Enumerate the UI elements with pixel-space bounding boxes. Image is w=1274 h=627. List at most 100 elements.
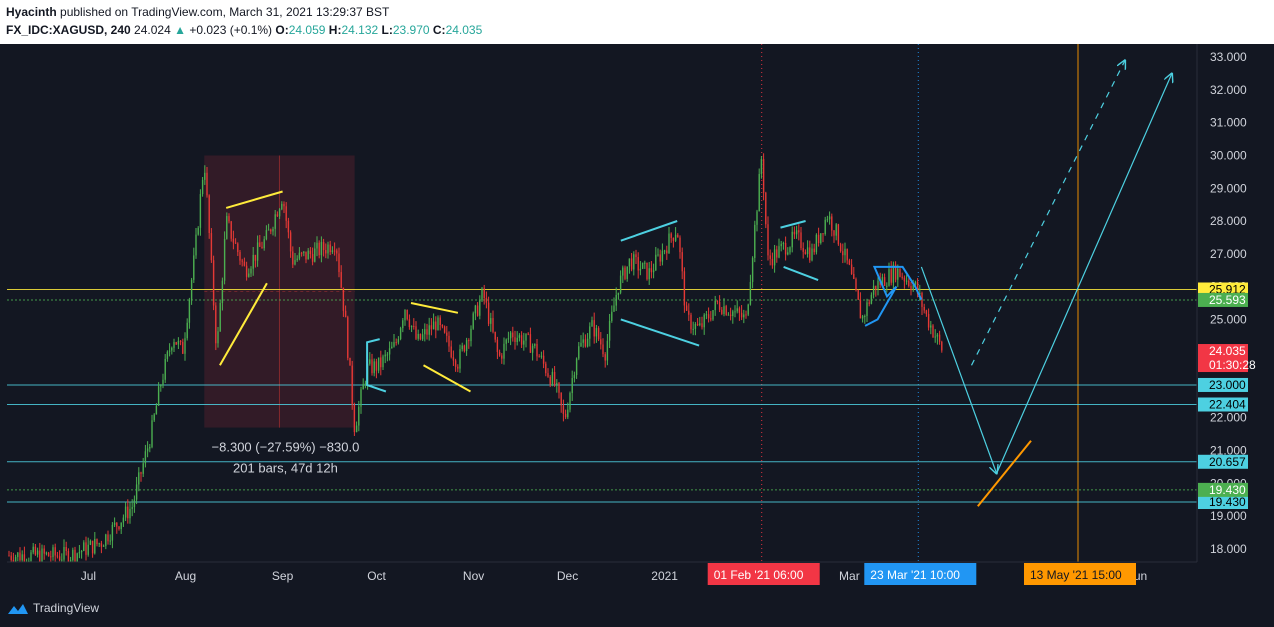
candle-body [52, 547, 54, 558]
candle-body [109, 540, 111, 542]
candle-body [261, 246, 263, 249]
candle-body [573, 375, 576, 379]
price-tick-label: 29.000 [1210, 181, 1247, 195]
open-value: 24.059 [288, 23, 326, 37]
trend-drawing [423, 364, 471, 393]
candle-body [941, 341, 943, 351]
candle-body [362, 384, 364, 390]
candle-body [199, 194, 202, 228]
candle-body [116, 522, 118, 527]
candle-body [793, 231, 796, 235]
candle-body [226, 216, 228, 239]
price-chart[interactable]: −8.300 (−27.59%) −830.0 201 bars, 47d 12h… [0, 44, 1274, 592]
candle-body [734, 311, 736, 313]
candle-body [303, 251, 305, 253]
candle-body [375, 361, 378, 371]
price-level-label: 23.000 [1209, 378, 1246, 392]
price-tick-label: 30.000 [1210, 148, 1247, 162]
candle-body [602, 344, 604, 355]
candle-body [39, 550, 41, 564]
candle-body [743, 314, 745, 318]
candle-body [347, 317, 349, 358]
candle-body [419, 333, 422, 340]
candle-body [105, 534, 107, 546]
candle-body [756, 211, 758, 225]
candle-body [285, 206, 287, 221]
candle-body [441, 325, 444, 327]
candle-body [831, 216, 833, 231]
candle-body [384, 354, 386, 357]
candle-body [897, 268, 899, 280]
candle-body [883, 277, 886, 286]
candle-body [778, 246, 780, 258]
candle-body [516, 337, 518, 343]
tradingview-brand[interactable]: TradingView [7, 601, 99, 616]
candle-body [89, 540, 92, 545]
price-tick-label: 25.000 [1210, 312, 1247, 326]
candle-body [443, 326, 446, 333]
price-level-tag [1198, 482, 1248, 497]
candle-body [749, 281, 752, 305]
candle-body [593, 320, 595, 337]
candle-body [569, 393, 571, 410]
candle-body [32, 546, 34, 553]
candle-body [811, 248, 813, 261]
candle-body [485, 298, 488, 303]
candle-body [228, 216, 230, 222]
candle-body [498, 352, 501, 356]
candle-body [377, 357, 380, 371]
footer: TradingView [0, 592, 1274, 627]
candle-body [839, 244, 842, 252]
candle-body [164, 358, 166, 380]
candle-body [371, 359, 373, 374]
candle-body [437, 317, 439, 331]
candle-body [925, 310, 928, 314]
candle-body [333, 250, 336, 252]
candle-body [113, 522, 116, 525]
time-tick-label: Jul [81, 569, 96, 583]
candle-body [144, 451, 147, 464]
candle-body [287, 220, 290, 233]
candle-body [661, 250, 664, 262]
trend-drawing [620, 318, 700, 347]
candle-body [787, 252, 789, 255]
trend-drawing [225, 190, 283, 209]
measure-box [204, 155, 355, 428]
candle-body [769, 255, 771, 259]
candle-body [430, 325, 433, 330]
candle-body [448, 335, 450, 347]
candle-body [762, 159, 765, 193]
candle-body [523, 340, 525, 345]
candle-body [611, 311, 613, 321]
time-tick-label: Aug [175, 569, 196, 583]
candle-body [580, 342, 582, 347]
candle-body [36, 550, 39, 555]
candle-body [619, 275, 622, 293]
candle-body [853, 274, 855, 280]
candle-body [171, 347, 173, 351]
candle-body [518, 335, 521, 338]
candle-body [179, 340, 182, 342]
candle-body [490, 318, 492, 324]
candle-body [492, 318, 494, 332]
candle-body [872, 285, 875, 295]
candle-body [782, 243, 785, 245]
candle-body [373, 361, 375, 374]
candle-body [206, 172, 208, 196]
author-name[interactable]: Hyacinth [6, 5, 57, 19]
candle-body [325, 249, 327, 254]
candle-body [208, 195, 210, 234]
candle-body [80, 550, 83, 553]
symbol-label[interactable]: FX_IDC:XAGUSD, 240 [6, 23, 131, 37]
candle-body [828, 216, 831, 220]
time-marker-label: 01 Feb '21 06:00 [714, 568, 804, 582]
candle-body [927, 313, 930, 328]
candle-body [892, 264, 895, 283]
candle-body [230, 221, 232, 239]
candle-body [681, 252, 683, 272]
candle-body [67, 550, 70, 565]
candle-body [338, 253, 340, 273]
price-level-label: 22.404 [1209, 398, 1246, 412]
price-level-tag [1198, 495, 1248, 510]
measure-bars-label: 201 bars, 47d 12h [233, 461, 338, 476]
